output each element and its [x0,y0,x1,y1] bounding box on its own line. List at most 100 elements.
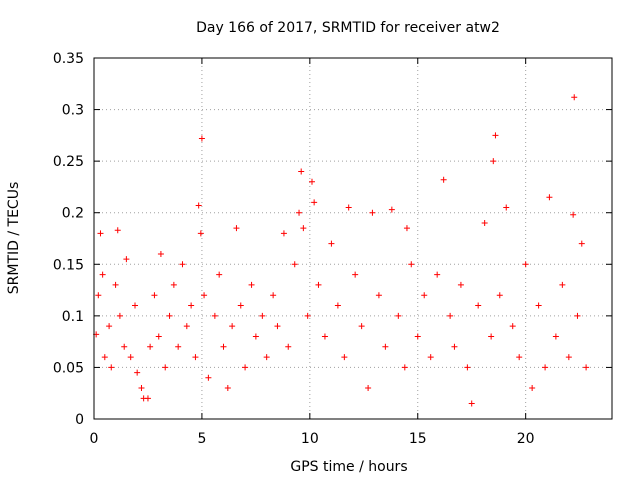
data-point [328,240,335,247]
data-point [233,225,240,232]
data-point [123,256,130,263]
y-tick-label: 0.2 [62,206,84,222]
plot-area-frame [93,57,613,420]
x-tick-label: 0 [90,431,99,447]
y-tick-label: 0.1 [62,309,84,325]
data-point [237,302,244,309]
data-point [457,281,464,288]
y-tick-label: 0.3 [62,103,84,119]
data-point [315,281,322,288]
data-point [308,178,315,185]
data-point [542,364,549,371]
data-point [535,302,542,309]
data-point [116,312,123,319]
data-point [369,209,376,216]
data-point [375,292,382,299]
data-point [211,312,218,319]
data-point [138,385,145,392]
data-point [496,292,503,299]
data-point [291,261,298,268]
data-point [304,312,311,319]
data-point [296,209,303,216]
data-point [414,333,421,340]
data-point [522,261,529,268]
data-point [183,323,190,330]
data-point [365,385,372,392]
x-tick-label: 5 [197,431,206,447]
y-axis-label: SRMTID / TECUs [6,182,22,295]
data-point [147,343,154,350]
y-tick-label: 0.05 [53,360,84,376]
data-point [198,135,205,142]
data-point [300,225,307,232]
data-point [451,343,458,350]
data-point [259,312,266,319]
data-point [503,204,510,211]
data-point [395,312,402,319]
data-point [166,312,173,319]
data-point [216,271,223,278]
data-point [464,364,471,371]
data-point [352,271,359,278]
axis-ticks: 0 0.05 0.1 0.15 0.2 0.25 0.3 0.35 0 5 10 15 20 [53,51,612,447]
data-point [546,194,553,201]
data-point [132,302,139,309]
data-point [574,312,581,319]
data-point [509,323,516,330]
data-point [151,292,158,299]
data-point [114,227,121,234]
data-point [578,240,585,247]
data-point [475,302,482,309]
x-tick-label: 10 [301,431,319,447]
data-point [447,312,454,319]
data-point [270,292,277,299]
data-point [488,333,495,340]
data-point [201,292,208,299]
data-point [434,271,441,278]
data-point [157,250,164,257]
y-tick-label: 0.35 [53,51,84,67]
data-point [229,323,236,330]
data-point [311,199,318,206]
data-point [127,354,134,361]
y-tick-label: 0.15 [53,257,84,273]
data-point [401,364,408,371]
data-point [224,385,231,392]
data-point [108,364,115,371]
data-point [101,354,108,361]
data-point [195,202,202,209]
data-point [179,261,186,268]
data-point [529,385,536,392]
data-point [345,204,352,211]
data-point [192,354,199,361]
data-point [490,158,497,165]
data-point [421,292,428,299]
data-point [403,225,410,232]
data-point [565,354,572,361]
data-point [205,374,212,381]
data-point [242,364,249,371]
data-point [197,230,204,237]
data-point [162,364,169,371]
data-point [559,281,566,288]
data-point [298,168,305,175]
chart-title: Day 166 of 2017, SRMTID for receiver atw… [196,20,500,36]
data-point [427,354,434,361]
data-point [170,281,177,288]
data-point [552,333,559,340]
data-point [220,343,227,350]
data-point [321,333,328,340]
data-point [358,323,365,330]
data-point [134,369,141,376]
data-point [188,302,195,309]
data-point [95,292,102,299]
data-point [155,333,162,340]
data-point [248,281,255,288]
data-point [440,176,447,183]
y-tick-label: 0 [75,412,84,428]
data-point [408,261,415,268]
data-point [481,220,488,227]
data-point [285,343,292,350]
